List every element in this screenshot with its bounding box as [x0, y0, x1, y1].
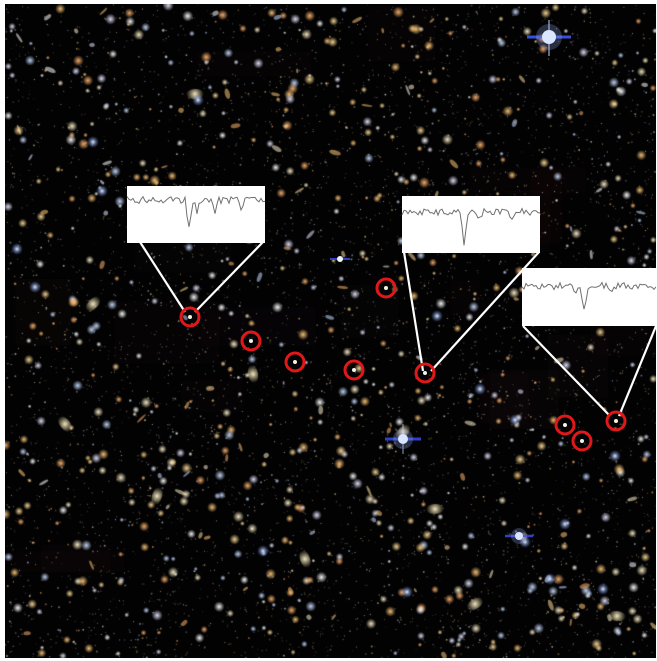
source-marker-circle: [179, 306, 201, 328]
spectrum-inset-2: [401, 196, 541, 253]
source-marker-circle: [554, 414, 576, 436]
source-markers: [179, 277, 627, 452]
star-field: [5, 4, 656, 658]
source-marker-circle: [375, 277, 397, 299]
bright-star-center: [385, 424, 421, 454]
source-marker-circle: [284, 351, 306, 373]
annotation-layer: [126, 20, 656, 544]
source-point: [293, 360, 297, 364]
spectrum-line-1: [126, 195, 266, 227]
spectrum-line-2: [401, 207, 541, 246]
source-point: [580, 439, 584, 443]
bright-star-mid: [330, 256, 350, 262]
source-point: [384, 286, 388, 290]
source-point: [352, 368, 356, 372]
source-marker-circle: [240, 330, 262, 352]
bright-star-top: [527, 20, 571, 56]
source-marker-circle: [414, 362, 436, 384]
spectrum-line-3: [521, 281, 656, 310]
source-point: [563, 423, 567, 427]
source-marker-circle: [571, 430, 593, 452]
bright-star-lower-right: [505, 528, 533, 544]
source-point: [188, 315, 192, 319]
source-marker-circle: [605, 410, 627, 432]
source-marker-circle: [343, 359, 365, 381]
deep-field-image: [5, 4, 656, 658]
source-point: [614, 419, 618, 423]
spectrum-inset-1: [126, 186, 266, 243]
source-point: [249, 339, 253, 343]
connector-lines: [139, 241, 656, 417]
source-point: [423, 371, 427, 375]
spectrum-inset-3: [521, 268, 656, 326]
